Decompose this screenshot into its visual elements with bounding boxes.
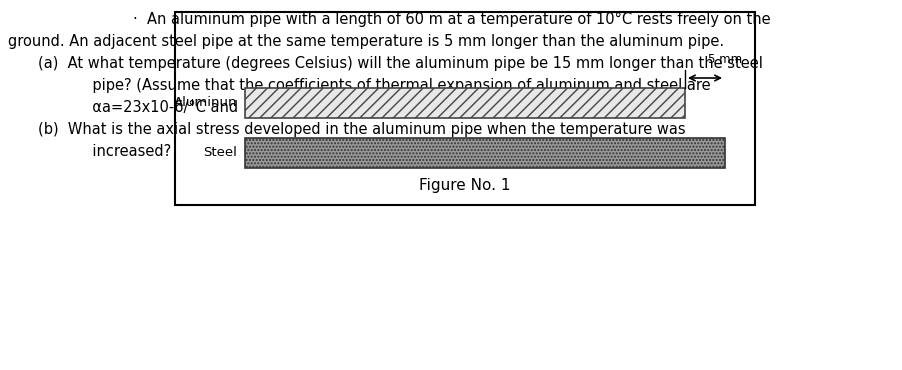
Bar xyxy=(244,138,724,168)
Text: (b)  What is the axial stress developed in the aluminum pipe when the temperatur: (b) What is the axial stress developed i… xyxy=(38,122,685,137)
Text: 5 mm: 5 mm xyxy=(707,53,741,66)
Text: αa=23x10-6/°C and  αs=12x10-6/°C, respectively.): αa=23x10-6/°C and αs=12x10-6/°C, respect… xyxy=(60,100,465,115)
Text: increased?: increased? xyxy=(60,144,171,159)
Text: ·  An aluminum pipe with a length of 60 m at a temperature of 10°C rests freely : · An aluminum pipe with a length of 60 m… xyxy=(133,12,770,27)
Bar xyxy=(244,88,685,118)
Bar xyxy=(175,12,754,205)
Text: pipe? (Assume that the coefficients of thermal expansion of aluminum and steel a: pipe? (Assume that the coefficients of t… xyxy=(60,78,710,93)
Text: (a)  At what temperature (degrees Celsius) will the aluminum pipe be 15 mm longe: (a) At what temperature (degrees Celsius… xyxy=(38,56,762,71)
Text: Aluminun: Aluminun xyxy=(173,97,236,110)
Text: Figure No. 1: Figure No. 1 xyxy=(419,178,511,193)
Text: Steel: Steel xyxy=(203,147,236,159)
Text: ground. An adjacent steel pipe at the same temperature is 5 mm longer than the a: ground. An adjacent steel pipe at the sa… xyxy=(8,34,723,49)
